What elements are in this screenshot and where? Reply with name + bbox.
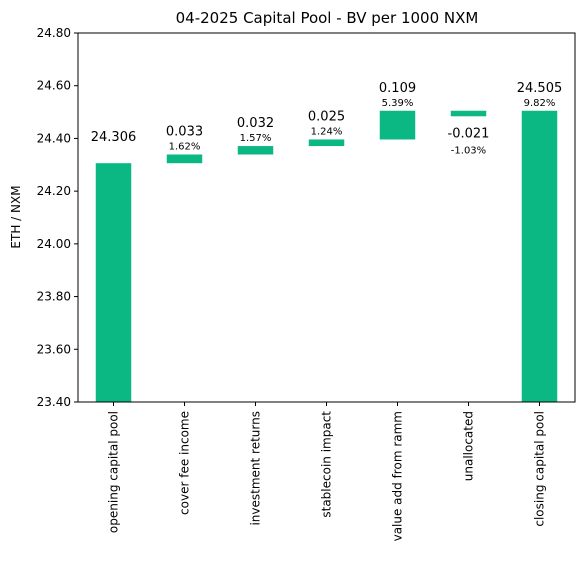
bar [166, 154, 203, 164]
y-axis-label: ETH / NXM [9, 185, 23, 248]
y-tick-label: 23.80 [37, 290, 71, 304]
plot-frame [77, 32, 576, 403]
value-label: 24.306 [91, 130, 137, 145]
x-tick-label: closing capital pool [533, 411, 547, 527]
value-label: 24.505 [517, 81, 563, 96]
y-axis: 23.40 23.60 23.80 24.00 24.20 24.40 24.60 24.80 [37, 26, 78, 409]
bar [521, 110, 558, 402]
y-tick-label: 23.40 [37, 395, 71, 409]
percent-label: 1.24% [311, 126, 343, 137]
percent-label: 1.62% [169, 142, 201, 153]
y-tick-label: 24.00 [37, 237, 71, 251]
data-labels-group: 24.306 0.033 1.62% 0.032 1.57% 0.025 1.24% 0.10… [91, 81, 563, 157]
x-tick-label: unallocated [462, 411, 476, 481]
percent-label: 1.57% [240, 133, 272, 144]
y-tick-label: 24.20 [37, 184, 71, 198]
y-tick-label: 24.80 [37, 26, 71, 40]
x-tick-label: cover fee income [178, 411, 192, 515]
bar [95, 163, 132, 402]
value-label: 0.033 [166, 125, 203, 140]
x-tick-label: investment returns [249, 411, 263, 526]
y-tick-label: 24.40 [37, 131, 71, 145]
x-tick-label: stablecoin impact [320, 411, 334, 518]
percent-label: -1.03% [451, 145, 486, 156]
value-label: 0.025 [308, 109, 345, 124]
value-label: 0.032 [237, 116, 274, 131]
bars-group [95, 110, 558, 402]
x-tick-label: opening capital pool [107, 411, 121, 533]
bar [379, 110, 416, 140]
bar [450, 110, 487, 117]
x-tick-label: value add from ramm [391, 411, 405, 541]
y-tick-label: 24.60 [37, 79, 71, 93]
percent-label: 5.39% [382, 98, 414, 109]
value-label: -0.021 [448, 126, 490, 141]
bar [237, 146, 274, 155]
chart-title: 04-2025 Capital Pool - BV per 1000 NXM [176, 9, 479, 27]
value-label: 0.109 [379, 81, 416, 96]
y-tick-label: 23.60 [37, 342, 71, 356]
percent-label: 9.82% [524, 98, 556, 109]
bar [308, 139, 345, 147]
x-axis: opening capital pool cover fee income inve… [107, 402, 547, 541]
